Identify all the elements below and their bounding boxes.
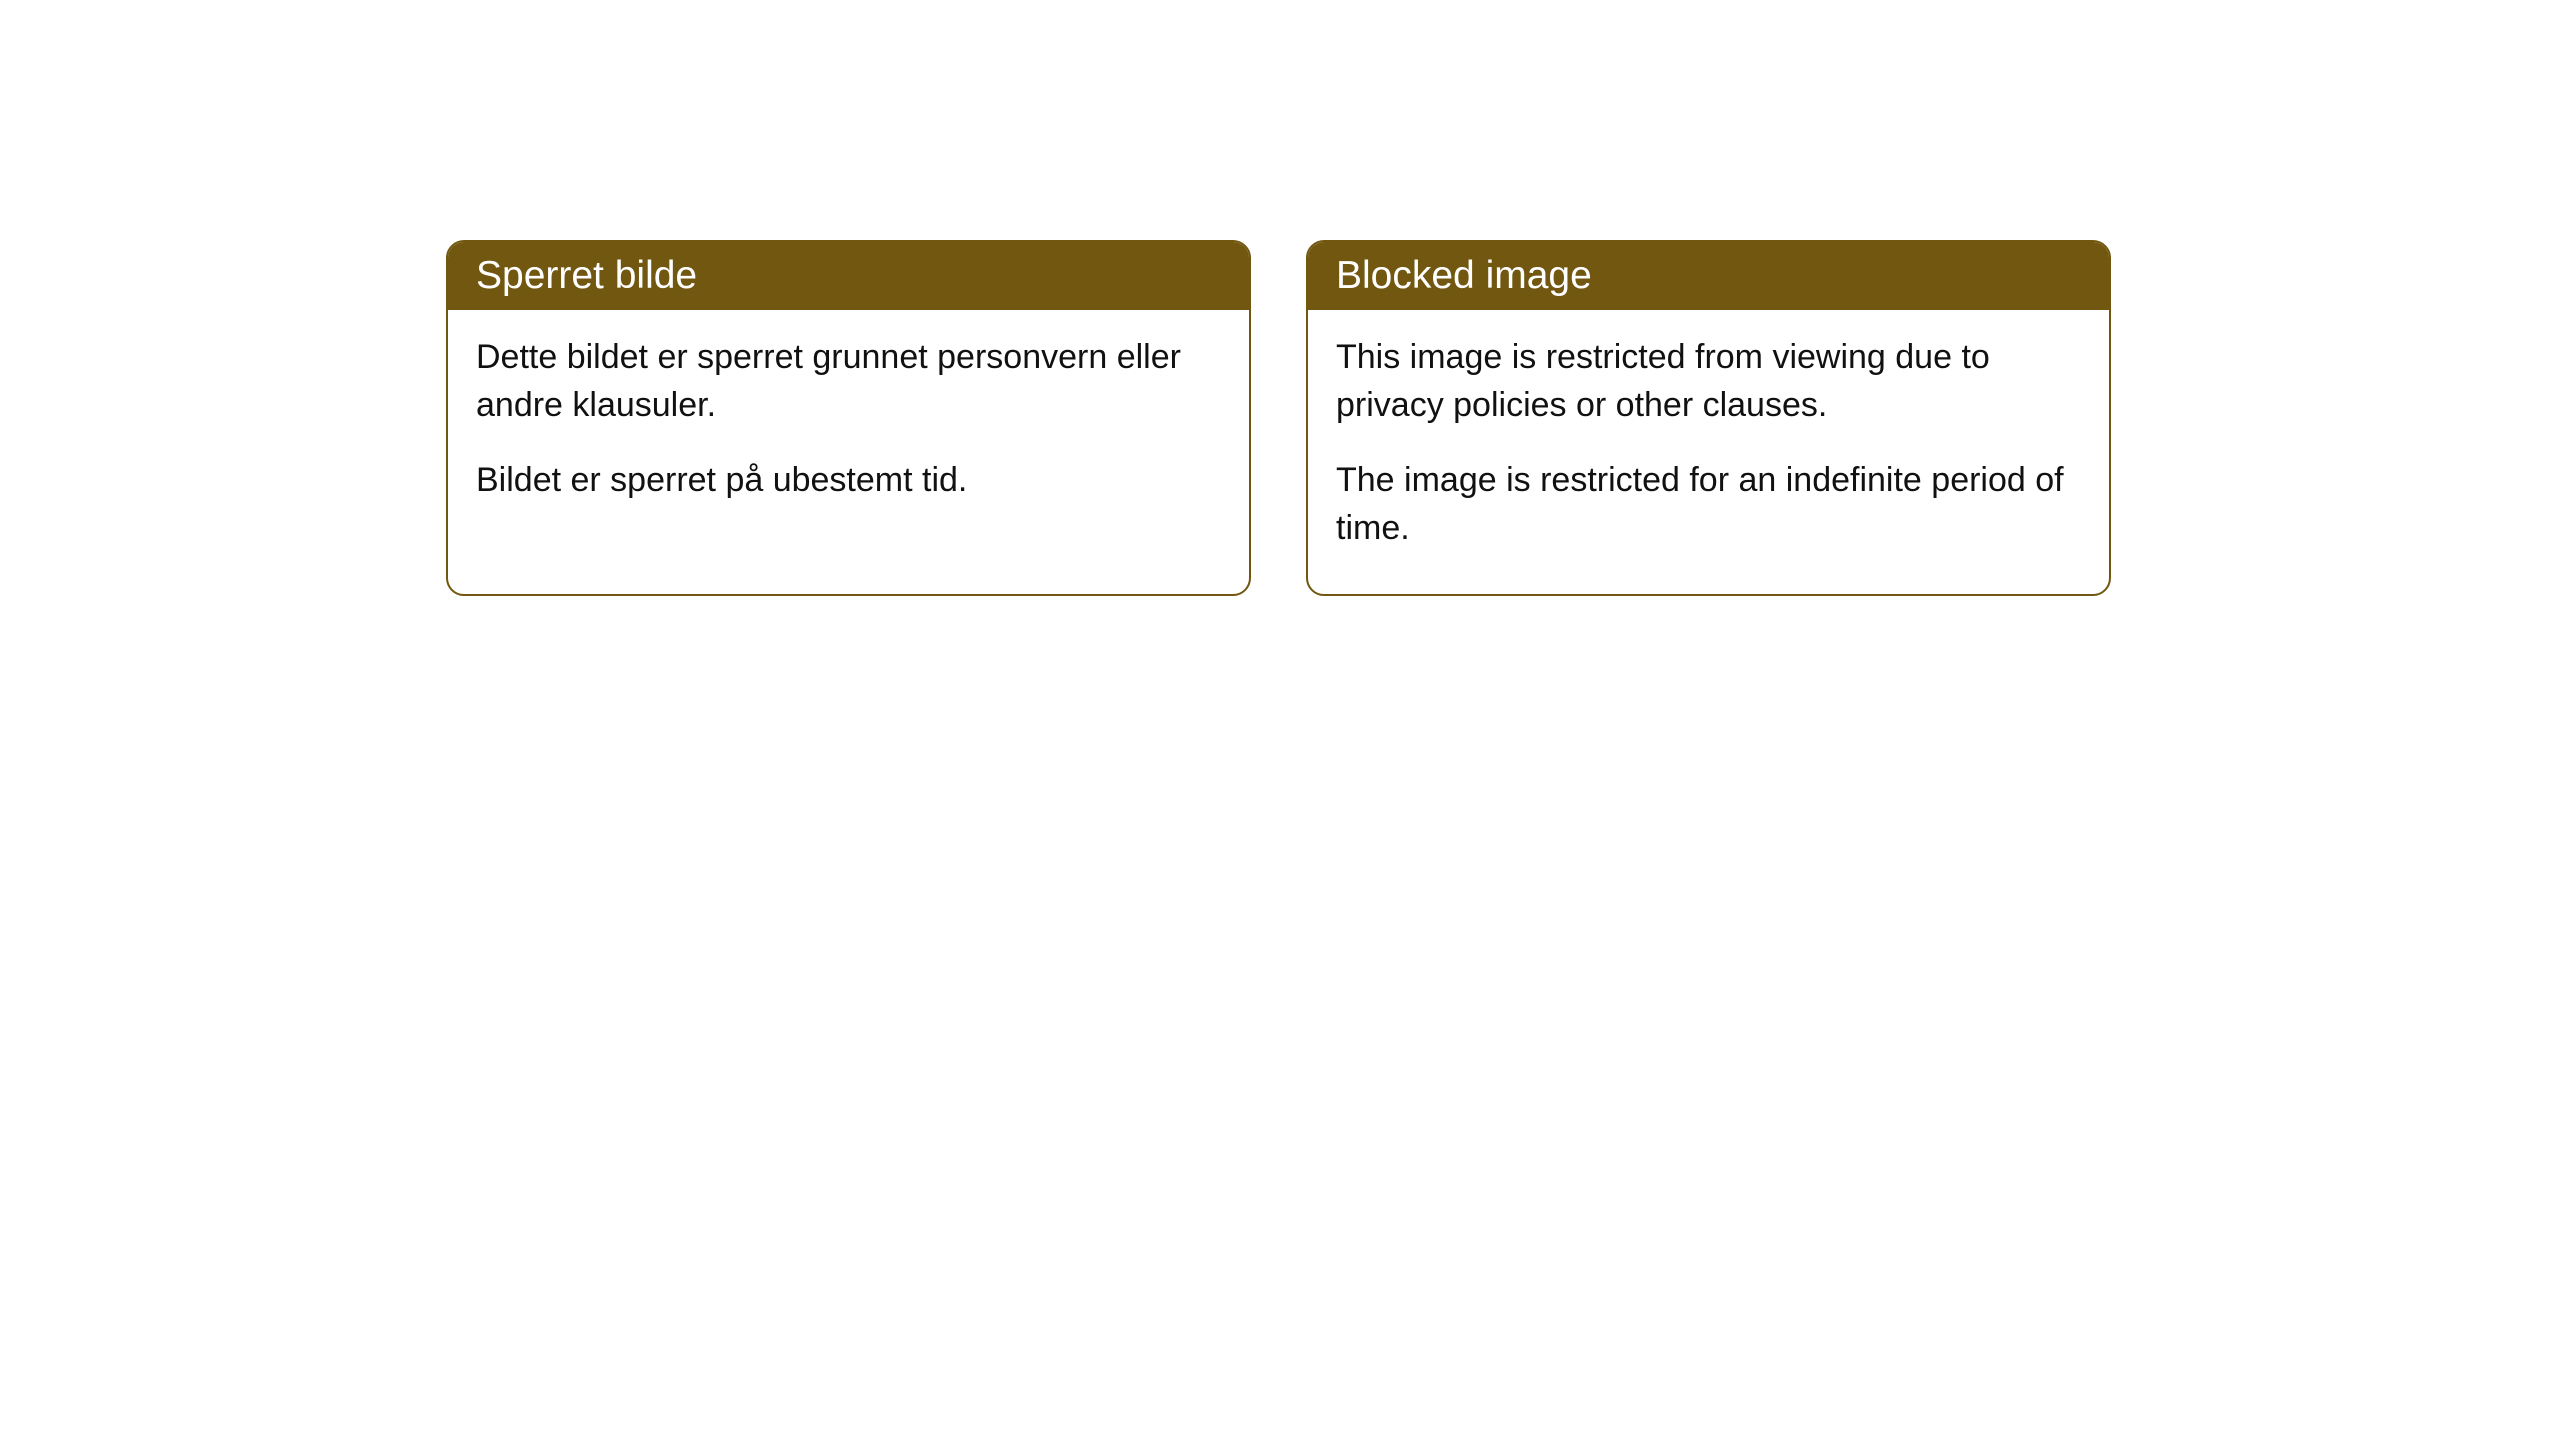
card-title-en: Blocked image [1336, 254, 1592, 297]
card-header-en: Blocked image [1308, 242, 2109, 310]
card-text-no-1: Dette bildet er sperret grunnet personve… [476, 334, 1221, 429]
card-container: Sperret bilde Dette bildet er sperret gr… [0, 0, 2560, 596]
card-body-no: Dette bildet er sperret grunnet personve… [448, 310, 1249, 547]
blocked-image-card-no: Sperret bilde Dette bildet er sperret gr… [446, 240, 1251, 596]
card-text-no-2: Bildet er sperret på ubestemt tid. [476, 457, 1221, 505]
card-text-en-2: The image is restricted for an indefinit… [1336, 457, 2081, 552]
card-text-en-1: This image is restricted from viewing du… [1336, 334, 2081, 429]
blocked-image-card-en: Blocked image This image is restricted f… [1306, 240, 2111, 596]
card-body-en: This image is restricted from viewing du… [1308, 310, 2109, 594]
card-header-no: Sperret bilde [448, 242, 1249, 310]
card-title-no: Sperret bilde [476, 254, 697, 297]
